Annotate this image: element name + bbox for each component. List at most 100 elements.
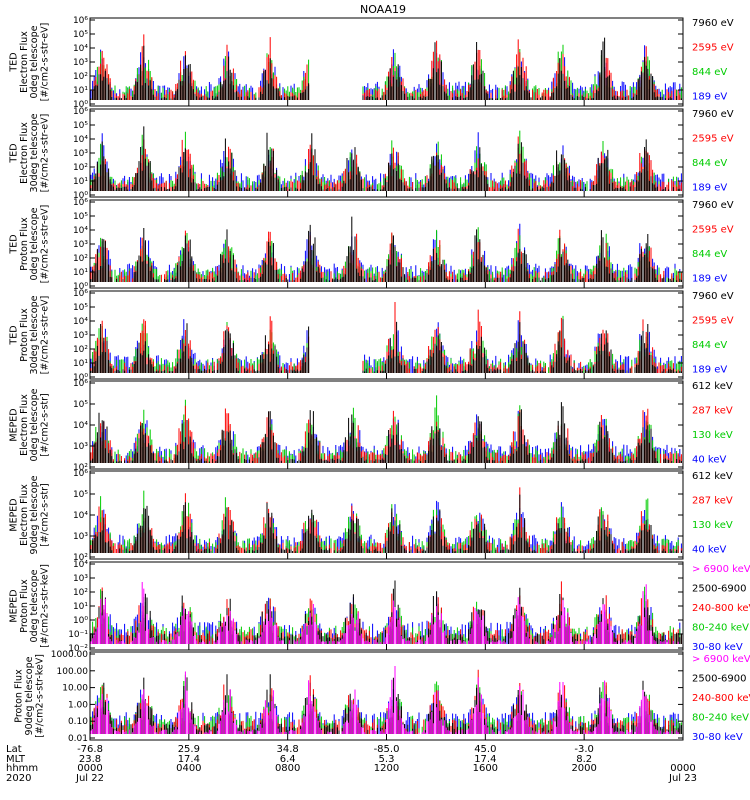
y-tick-label: 10³ bbox=[73, 58, 88, 68]
legend-entry: 7960 eV bbox=[692, 18, 734, 29]
y-tick-label: 10⁴ bbox=[73, 226, 88, 236]
y-tick-label: 10² bbox=[73, 72, 88, 82]
y-tick-label: 10⁶ bbox=[73, 16, 88, 26]
y-tick-label: 10⁵ bbox=[73, 121, 88, 131]
y-axis-label: TEDProton Flux0deg telescope[#/cm2-s-str… bbox=[8, 205, 50, 284]
panel-1: 10⁰ 10¹ 10² 10³ 10⁴ 10⁵ 10⁶ TEDElectron Flux0de… bbox=[8, 16, 733, 110]
legend-entry: 189 eV bbox=[692, 183, 727, 194]
chart-title: NOAA19 bbox=[360, 3, 406, 16]
legend-entry: 30-80 keV bbox=[692, 732, 743, 743]
y-tick-label: 10⁰ bbox=[73, 373, 88, 383]
x-tick-label: Jul 23 bbox=[668, 773, 697, 784]
panel-8: 0.01 0.10 1.00 10.00 100.00 1000.00 Proton Flu… bbox=[14, 650, 750, 744]
series-trace-6-2 bbox=[90, 487, 682, 553]
y-tick-label: 10⁰ bbox=[73, 100, 88, 110]
y-tick-label: 10⁰ bbox=[73, 282, 88, 292]
y-tick-label: 10⁰ bbox=[73, 191, 88, 201]
y-tick-label: 10⁵ bbox=[73, 212, 88, 222]
y-tick-label: 10² bbox=[73, 163, 88, 173]
y-axis-label: TEDElectron Flux30deg telescope[#/cm2-s-… bbox=[8, 113, 50, 192]
y-axis-label: TEDElectron Flux0deg telescope[#/cm2-s-s… bbox=[8, 23, 50, 102]
x-row-label: MLT bbox=[6, 754, 26, 765]
series-trace-8-2 bbox=[90, 674, 682, 734]
y-tick-label: 100.00 bbox=[57, 667, 89, 677]
x-tick-label: 25.9 bbox=[178, 744, 200, 755]
y-tick-label: 10⁴ bbox=[73, 421, 88, 431]
legend-entry: 30-80 keV bbox=[692, 642, 743, 653]
legend-entry: 40 keV bbox=[692, 545, 726, 556]
y-tick-label: 10¹ bbox=[73, 86, 88, 96]
legend-entry: 130 keV bbox=[692, 520, 733, 531]
x-tick-label: 5.3 bbox=[379, 754, 395, 765]
x-tick-label: 1200 bbox=[374, 763, 399, 774]
y-axis-label: MEPEDElectron Flux90deg telescope[#/cm2-… bbox=[8, 475, 50, 554]
legend-entry: 287 keV bbox=[692, 496, 733, 507]
legend-entry: > 6900 keV bbox=[692, 564, 750, 575]
legend-entry: 2500-6900 bbox=[692, 674, 747, 685]
x-tick-label: 17.4 bbox=[178, 754, 200, 765]
series-trace-4-2 bbox=[90, 302, 682, 373]
legend-entry: 80-240 keV bbox=[692, 623, 749, 634]
y-axis-label: TEDProton Flux30deg telescope[#/cm2-s-st… bbox=[8, 295, 50, 374]
x-tick-label: Jul 22 bbox=[75, 773, 104, 784]
y-tick-label: 10⁵ bbox=[73, 30, 88, 40]
x-tick-label: 0000 bbox=[77, 763, 102, 774]
y-tick-label: 10.00 bbox=[62, 684, 88, 694]
legend-entry: 80-240 keV bbox=[692, 713, 749, 724]
y-tick-label: 10⁴ bbox=[73, 317, 88, 327]
legend-entry: 844 eV bbox=[692, 249, 727, 260]
y-tick-label: 0.10 bbox=[68, 717, 88, 727]
y-tick-label: 10⁶ bbox=[73, 289, 88, 299]
legend-entry: 189 eV bbox=[692, 274, 727, 285]
y-tick-label: 10³ bbox=[73, 240, 88, 250]
x-row-label: 2020 bbox=[6, 773, 31, 784]
y-tick-label: 1.00 bbox=[68, 700, 88, 710]
series-trace-4-4 bbox=[90, 316, 682, 373]
x-tick-label: 8.2 bbox=[576, 754, 592, 765]
y-tick-label: 10⁶ bbox=[73, 469, 88, 479]
x-tick-label: 17.4 bbox=[474, 754, 496, 765]
panel-4: 10⁰ 10¹ 10² 10³ 10⁴ 10⁵ 10⁶ TEDProton Flux30deg… bbox=[8, 289, 733, 383]
legend-entry: 844 eV bbox=[692, 158, 727, 169]
panel-3: 10⁰ 10¹ 10² 10³ 10⁴ 10⁵ 10⁶ TEDProton Flux0deg … bbox=[8, 198, 733, 292]
series-trace-8-4 bbox=[90, 674, 682, 734]
legend-entry: 2500-6900 bbox=[692, 584, 747, 595]
x-tick-label: 45.0 bbox=[474, 744, 496, 755]
y-tick-label: 10³ bbox=[73, 532, 88, 542]
legend-entry: 7960 eV bbox=[692, 200, 734, 211]
x-tick-label: -76.8 bbox=[77, 744, 103, 755]
series-trace-3-1 bbox=[90, 216, 682, 282]
y-tick-label: 10⁵ bbox=[73, 303, 88, 313]
y-axis-label: Proton Flux90deg telescope[#/cm2-s-str-k… bbox=[14, 654, 46, 738]
y-tick-label: 10⁴ bbox=[73, 135, 88, 145]
x-tick-label: 2000 bbox=[571, 763, 596, 774]
y-tick-label: 10⁴ bbox=[73, 511, 88, 521]
legend-entry: 40 keV bbox=[692, 455, 726, 466]
y-tick-label: 10⁴ bbox=[73, 44, 88, 54]
y-tick-label: 10² bbox=[73, 345, 88, 355]
y-tick-label: 10¹ bbox=[73, 359, 88, 369]
series-trace-2-1 bbox=[90, 126, 681, 191]
series-trace-8-1 bbox=[90, 666, 679, 734]
y-tick-label: 10⁶ bbox=[73, 107, 88, 117]
x-tick-label: -85.0 bbox=[374, 744, 400, 755]
panel-5: 10² 10³ 10⁴ 10⁵ 10⁶ MEPEDElectron Flux0deg te… bbox=[8, 379, 732, 473]
y-axis-label: MEPEDElectron Flux0deg telescope[#/cm2-s… bbox=[8, 388, 50, 461]
x-tick-label: 0400 bbox=[176, 763, 201, 774]
series-trace-5-2 bbox=[90, 405, 682, 463]
y-tick-label: 10⁰ bbox=[73, 616, 88, 626]
legend-entry: 2595 eV bbox=[692, 225, 734, 236]
y-tick-label: 10⁴ bbox=[73, 560, 88, 570]
legend-entry: 7960 eV bbox=[692, 291, 734, 302]
x-tick-label: 6.4 bbox=[280, 754, 296, 765]
legend-entry: 612 keV bbox=[692, 381, 733, 392]
legend-entry: 130 keV bbox=[692, 430, 733, 441]
y-tick-label: 10⁵ bbox=[73, 490, 88, 500]
legend-entry: 612 keV bbox=[692, 471, 733, 482]
y-tick-label: 10¹ bbox=[73, 602, 88, 612]
y-tick-label: 10² bbox=[73, 553, 88, 563]
series-trace-6-1 bbox=[90, 494, 682, 553]
legend-entry: 2595 eV bbox=[692, 134, 734, 145]
series-trace-2-4 bbox=[90, 132, 682, 191]
